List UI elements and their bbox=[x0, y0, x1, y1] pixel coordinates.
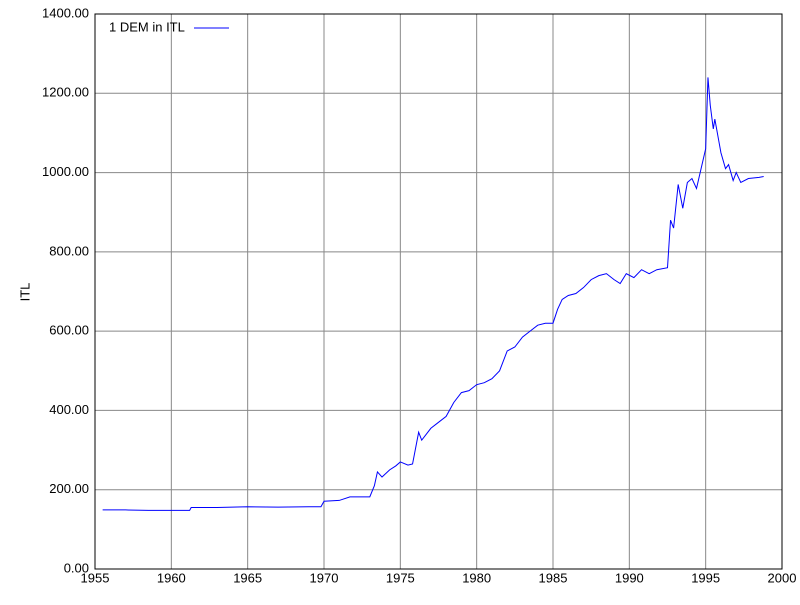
x-tick-label: 1960 bbox=[157, 570, 186, 585]
x-tick-label: 1965 bbox=[233, 570, 262, 585]
x-tick-label: 1990 bbox=[615, 570, 644, 585]
x-tick-label: 1995 bbox=[691, 570, 720, 585]
y-tick-label: 0.00 bbox=[64, 560, 89, 575]
y-tick-label: 1400.00 bbox=[42, 5, 89, 20]
x-tick-label: 1975 bbox=[386, 570, 415, 585]
y-tick-label: 400.00 bbox=[49, 402, 89, 417]
x-tick-label: 1970 bbox=[310, 570, 339, 585]
y-tick-label: 1200.00 bbox=[42, 85, 89, 100]
y-tick-label: 200.00 bbox=[49, 481, 89, 496]
legend-label: 1 DEM in ITL bbox=[109, 19, 185, 34]
x-tick-label: 1980 bbox=[462, 570, 491, 585]
data-line bbox=[102, 77, 764, 511]
plot-frame bbox=[94, 13, 783, 570]
y-tick-label: 1000.00 bbox=[42, 164, 89, 179]
x-tick-label: 1955 bbox=[81, 570, 110, 585]
y-axis-label: ITL bbox=[17, 283, 32, 302]
y-tick-label: 600.00 bbox=[49, 323, 89, 338]
x-tick-label: 1985 bbox=[539, 570, 568, 585]
y-tick-label: 800.00 bbox=[49, 243, 89, 258]
x-tick-label: 2000 bbox=[768, 570, 797, 585]
